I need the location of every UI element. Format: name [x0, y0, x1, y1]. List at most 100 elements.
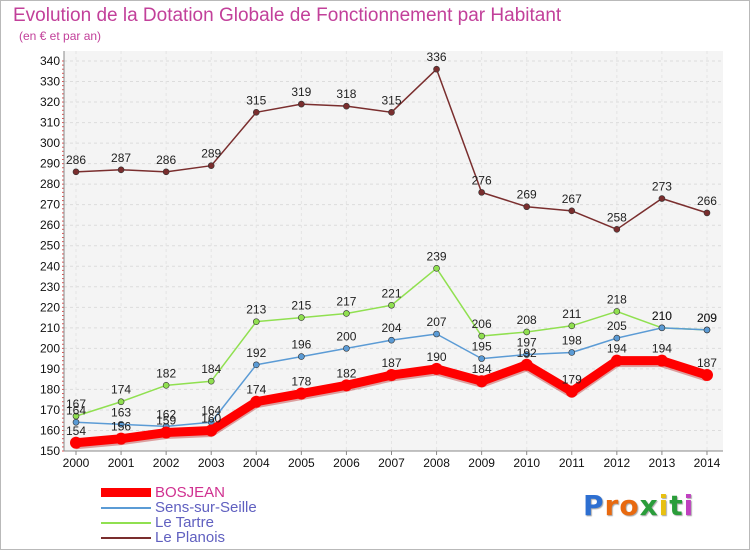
y-tick-label: 200 — [40, 341, 60, 355]
legend-swatch — [101, 522, 151, 524]
data-label: 315 — [246, 93, 266, 107]
data-point — [523, 328, 531, 336]
data-point — [433, 65, 440, 73]
x-tick-label: 2001 — [108, 456, 135, 470]
data-point — [252, 318, 260, 325]
series-sens-sur-seille — [72, 324, 711, 430]
data-point — [117, 166, 125, 174]
y-tick-label: 340 — [40, 54, 60, 68]
data-point — [523, 203, 531, 211]
data-label: 154 — [66, 424, 86, 438]
x-tick-label: 2002 — [153, 456, 180, 470]
legend-item-bosjean: BOSJEAN — [101, 484, 361, 501]
data-label: 182 — [336, 366, 356, 380]
data-point — [388, 336, 395, 344]
data-label: 174 — [111, 383, 131, 397]
data-label: 318 — [336, 87, 356, 101]
chart-legend: BOSJEAN Sens-sur-Seille Le Tartre Le Planoi… — [101, 484, 361, 546]
data-label: 187 — [697, 356, 717, 370]
data-point — [433, 330, 440, 338]
series-bosjean — [70, 354, 713, 450]
data-label: 315 — [381, 93, 401, 107]
legend-item-le-tartre: Le Tartre — [101, 514, 361, 531]
x-tick-label: 2013 — [649, 456, 676, 470]
chart-title: Evolution de la Dotation Globale de Fonc… — [13, 5, 562, 26]
data-point — [658, 324, 666, 332]
data-point — [162, 168, 170, 176]
data-label: 287 — [111, 151, 131, 165]
data-label: 213 — [246, 303, 266, 317]
logo-letter: t — [669, 489, 684, 522]
data-label: 289 — [201, 147, 221, 161]
y-tick-label: 250 — [40, 239, 60, 253]
data-label: 194 — [607, 342, 627, 356]
y-tick-label: 230 — [40, 280, 60, 294]
data-label: 276 — [472, 173, 492, 187]
data-label: 210 — [652, 309, 672, 323]
x-tick-label: 2014 — [694, 456, 721, 470]
data-label: 286 — [66, 153, 86, 167]
data-label: 286 — [156, 153, 176, 167]
data-label: 197 — [517, 336, 537, 350]
data-label: 200 — [336, 329, 356, 343]
data-label: 164 — [201, 403, 221, 417]
y-tick-label: 220 — [40, 300, 60, 314]
legend-label: Le Planois — [155, 529, 226, 546]
y-tick-label: 280 — [40, 177, 60, 191]
logo-letter: x — [639, 489, 659, 522]
data-label: 210 — [652, 309, 672, 323]
data-point — [610, 354, 623, 367]
data-label: 164 — [66, 403, 86, 417]
data-label: 184 — [472, 362, 492, 376]
data-point — [433, 265, 440, 272]
data-point — [298, 353, 305, 360]
logo-letter: o — [619, 489, 640, 522]
data-point — [250, 395, 263, 408]
data-point — [205, 424, 218, 437]
series-le-planois — [72, 65, 711, 233]
data-label: 205 — [607, 319, 627, 333]
logo-letter: i — [658, 489, 670, 522]
data-point — [343, 102, 350, 110]
data-point — [613, 308, 621, 315]
legend-swatch — [101, 537, 151, 539]
x-tick-label: 2010 — [513, 456, 540, 470]
data-point — [568, 349, 576, 356]
data-point — [475, 375, 488, 388]
legend-item-sens-sur-seille: Sens-sur-Seille — [101, 499, 361, 516]
y-tick-label: 300 — [40, 136, 60, 150]
data-point — [700, 369, 713, 382]
y-tick-label: 210 — [40, 321, 60, 335]
data-label: 273 — [652, 180, 672, 194]
data-point — [478, 189, 485, 196]
data-label: 196 — [291, 338, 311, 352]
x-tick-label: 2011 — [559, 456, 585, 470]
data-point — [523, 351, 531, 358]
y-tick-label: 290 — [40, 157, 60, 171]
data-label: 198 — [562, 333, 582, 347]
legend-label: BOSJEAN — [155, 484, 226, 501]
data-label: 187 — [381, 356, 401, 370]
x-tick-label: 2007 — [378, 456, 405, 470]
proxiti-logo: Proxiti — [583, 489, 694, 522]
data-point — [568, 322, 576, 330]
data-point — [252, 361, 260, 369]
data-point — [520, 358, 533, 371]
data-label: 217 — [336, 294, 356, 308]
logo-letter: r — [604, 489, 620, 522]
y-tick-label: 270 — [40, 198, 60, 212]
data-label: 195 — [472, 340, 492, 354]
data-point — [343, 310, 350, 317]
data-label: 192 — [246, 346, 266, 360]
y-tick-label: 260 — [40, 218, 60, 232]
data-point — [115, 432, 128, 445]
chart-subtitle: (en € et par an) — [19, 29, 102, 43]
y-tick-label: 150 — [40, 444, 60, 458]
data-label: 162 — [156, 407, 176, 421]
data-label: 190 — [427, 350, 447, 364]
data-point — [658, 195, 666, 202]
data-label: 269 — [517, 188, 537, 202]
data-point — [72, 168, 80, 176]
data-label: 209 — [697, 311, 717, 325]
